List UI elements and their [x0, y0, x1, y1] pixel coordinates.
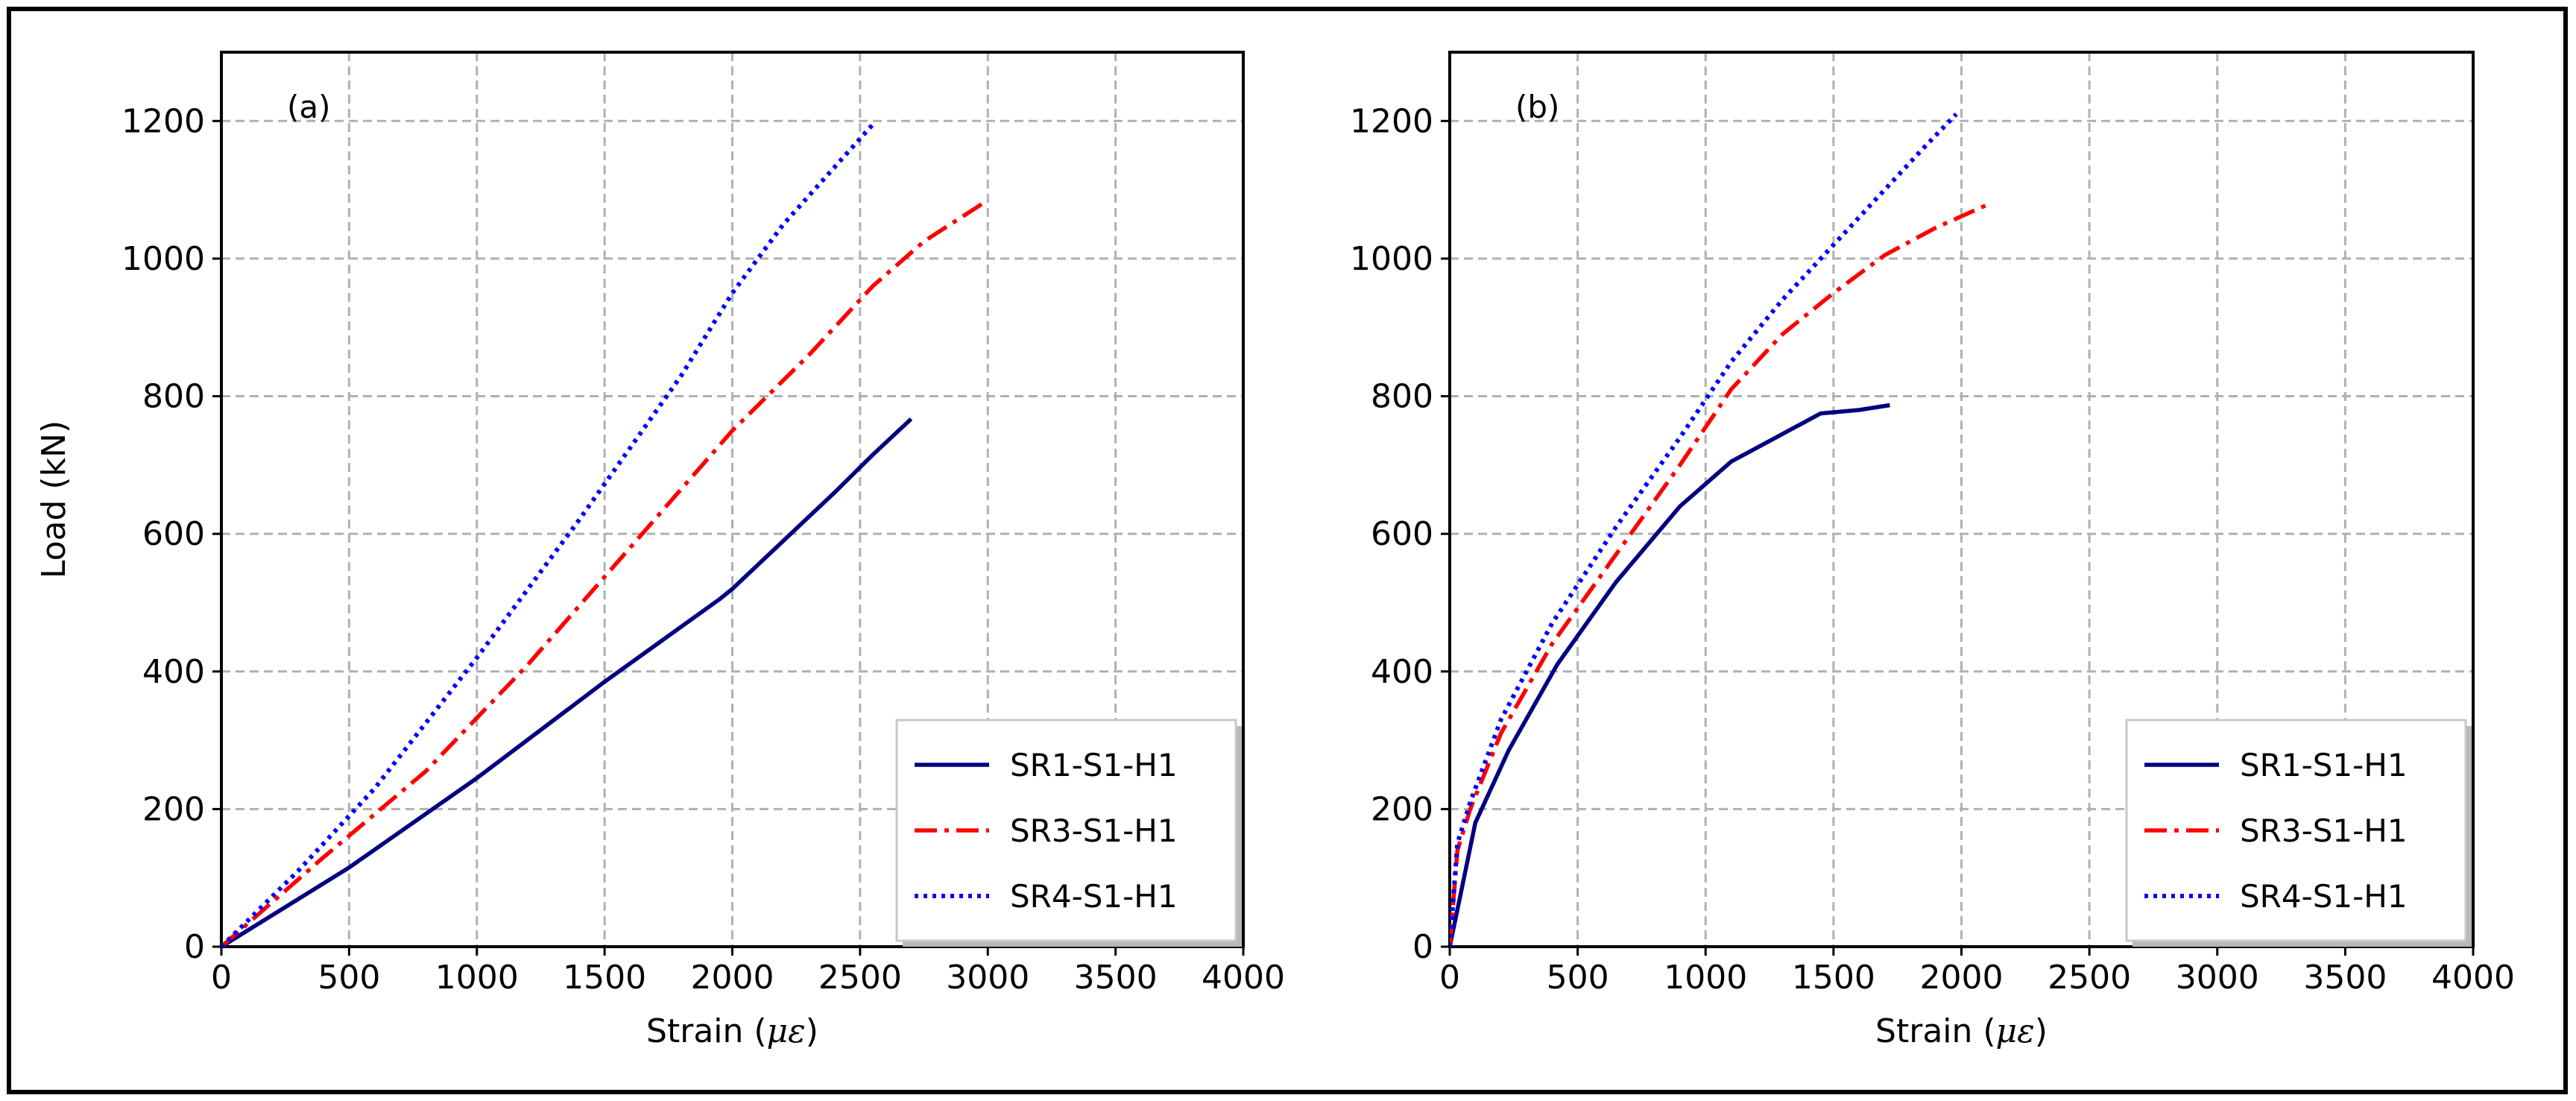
y-tick-label: 800	[1371, 378, 1433, 416]
legend-label: SR1-S1-H1	[2240, 747, 2408, 783]
x-axis-label-symbol: με	[1996, 1012, 2035, 1050]
x-tick-label: 2500	[2048, 959, 2131, 997]
x-tick-label: 0	[211, 959, 232, 997]
series-line-sr1-s1-h1	[1450, 403, 1890, 947]
y-tick-label: 0	[184, 928, 205, 966]
x-tick-label: 500	[318, 959, 380, 997]
x-tick-label: 1500	[563, 959, 646, 997]
x-tick-label: 3500	[2303, 959, 2387, 997]
x-tick-label: 4000	[1202, 959, 1285, 997]
x-tick-label: 1500	[1792, 959, 1875, 997]
x-axis-label-suffix: )	[806, 1012, 818, 1050]
x-axis-label: Strain (με)	[1875, 1012, 2048, 1050]
x-axis-label-prefix: Strain (	[1875, 1012, 1996, 1050]
series-line-sr1-s1-h1	[221, 417, 913, 947]
y-tick-label: 600	[142, 515, 205, 553]
legend-label: SR4-S1-H1	[2240, 878, 2408, 915]
y-tick-label: 800	[142, 378, 205, 416]
y-tick-label: 200	[1371, 790, 1433, 828]
legend-box	[895, 719, 1237, 942]
x-axis-label-symbol: με	[767, 1012, 806, 1050]
x-axis-label: Strain (με)	[646, 1012, 818, 1050]
legend-label: SR4-S1-H1	[1010, 878, 1178, 915]
legend-label: SR3-S1-H1	[1010, 813, 1178, 849]
panel-a: 0 500 1000 1500 2000 2500 3000 3500 4000 0 200 400 6…	[35, 51, 1285, 1050]
x-tick-label: 1000	[1664, 959, 1747, 997]
series-line-sr4-s1-h1	[1450, 113, 1958, 947]
series-line-sr3-s1-h1	[221, 198, 989, 947]
legend-label: SR1-S1-H1	[1010, 747, 1178, 783]
x-tick-label: 3000	[2176, 959, 2259, 997]
x-tick-label: 3500	[1074, 959, 1158, 997]
panel-label-b: (b)	[1515, 89, 1559, 125]
x-tick-label: 1000	[435, 959, 519, 997]
x-tick-label: 2500	[818, 959, 902, 997]
y-tick-label: 1200	[121, 102, 205, 140]
y-tick-label: 1200	[1350, 102, 1433, 140]
x-axis-label-suffix: )	[2035, 1012, 2048, 1050]
x-axis-label-prefix: Strain (	[646, 1012, 767, 1050]
legend-label: SR3-S1-H1	[2240, 813, 2408, 849]
y-tick-label: 0	[1412, 928, 1433, 966]
series-line-sr3-s1-h1	[1450, 203, 1988, 947]
series-line-sr4-s1-h1	[221, 122, 875, 947]
x-tick-label: 0	[1439, 959, 1460, 997]
y-tick-label: 400	[142, 653, 205, 691]
panel-label-a: (a)	[287, 89, 331, 125]
x-tick-label: 2000	[691, 959, 774, 997]
x-tick-label: 4000	[2431, 959, 2515, 997]
y-tick-label: 1000	[121, 240, 205, 278]
x-tick-label: 3000	[946, 959, 1029, 997]
y-tick-label: 400	[1371, 653, 1433, 691]
y-tick-label: 1000	[1350, 240, 1433, 278]
x-tick-label: 2000	[1920, 959, 2004, 997]
y-tick-label: 200	[142, 790, 205, 828]
panel-b: 0 500 1000 1500 2000 2500 3000 3500 4000 0 200 400 6…	[1350, 51, 2515, 1050]
y-axis-label: Load (kN)	[35, 420, 73, 578]
x-tick-label: 500	[1547, 959, 1609, 997]
y-tick-label: 600	[1371, 515, 1433, 553]
legend-box	[2125, 719, 2467, 942]
